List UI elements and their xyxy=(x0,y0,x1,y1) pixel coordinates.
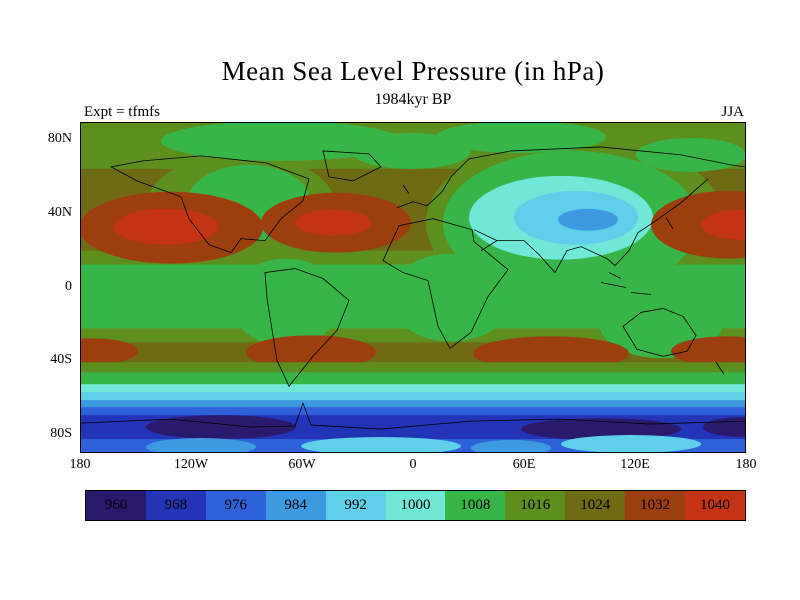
contour-map-svg xyxy=(81,123,745,452)
plot-title: Mean Sea Level Pressure (in hPa) xyxy=(221,56,605,86)
contour-fill-1032 xyxy=(671,336,745,367)
coastline xyxy=(600,272,652,295)
colorbar-label: 1040 xyxy=(700,497,731,513)
colorbar-label: 1032 xyxy=(640,497,671,513)
coastline xyxy=(264,268,350,387)
colorbar-segment-1032: 1032 xyxy=(625,491,686,520)
colorbar-segment-1000: 1000 xyxy=(385,491,446,520)
contour-fill-1040 xyxy=(114,208,218,245)
colorbar-label: 984 xyxy=(284,497,307,513)
pressure-map xyxy=(80,122,746,453)
coastline xyxy=(396,158,470,209)
lon-tick-label: 180 xyxy=(735,457,757,472)
contour-fill-1008 xyxy=(161,123,401,161)
contour-fill-984 xyxy=(471,440,551,452)
contour-fill-1008 xyxy=(636,137,745,172)
coastline xyxy=(715,362,725,375)
colorbar-segment-968: 968 xyxy=(145,491,206,520)
colorbar-label: 960 xyxy=(104,497,128,513)
lon-tick-label: 180 xyxy=(69,457,91,472)
lat-tick-label: 80N xyxy=(47,131,72,147)
colorbar-segment-960: 960 xyxy=(86,491,146,520)
colorbar-segment-1040: 1040 xyxy=(685,491,745,520)
contour-fill-992 xyxy=(301,437,461,452)
colorbar-label: 976 xyxy=(224,497,248,513)
lat-tick-label: 80S xyxy=(50,425,72,441)
contour-fill-1032 xyxy=(473,336,629,371)
colorbar-label: 992 xyxy=(344,497,367,513)
colorbar-segment-1024: 1024 xyxy=(565,491,626,520)
colorbar-segment-992: 992 xyxy=(325,491,386,520)
lon-tick-label: 120W xyxy=(173,457,209,472)
contour-fill-1040 xyxy=(701,209,745,240)
contour-fill-1008 xyxy=(436,123,606,153)
contour-fill-1000 xyxy=(81,384,745,396)
coastline xyxy=(480,178,709,274)
coastline xyxy=(81,401,745,430)
coastline xyxy=(665,217,674,229)
colorbar-label: 1000 xyxy=(400,497,431,513)
lon-tick-label: 120E xyxy=(620,457,650,472)
coastline xyxy=(382,218,509,349)
contour-fill-1032 xyxy=(81,338,138,365)
contour-fill-1040 xyxy=(295,209,371,236)
coastline xyxy=(402,184,410,195)
contour-fill-992 xyxy=(561,435,701,452)
plot-subtitle: 1984kyr BP xyxy=(374,91,452,108)
contour-fill-992 xyxy=(81,392,745,404)
coastline xyxy=(622,308,697,357)
lat-tick-label: 0 xyxy=(65,278,72,294)
contour-fill-984 xyxy=(146,438,256,452)
colorbar-label: 1008 xyxy=(460,497,491,513)
colorbar-segment-1008: 1008 xyxy=(445,491,506,520)
contour-fill-984 xyxy=(558,208,618,231)
contour-fill-1008 xyxy=(231,258,341,347)
colorbar: 960 968 976 984 992 1000 1008 1016 1024 1032 1040 xyxy=(85,490,746,521)
coastline xyxy=(473,229,498,242)
colorbar-label: 1024 xyxy=(580,497,611,513)
season-label: JJA xyxy=(721,104,744,120)
contour-fill-1032 xyxy=(246,335,376,370)
coastline xyxy=(468,146,745,168)
lon-tick-label: 60E xyxy=(512,457,536,472)
contour-fill-1008 xyxy=(81,372,745,388)
lat-tick-label: 40N xyxy=(47,204,72,220)
contour-fill-984 xyxy=(81,400,745,412)
colorbar-label: 968 xyxy=(164,497,188,513)
contour-fill-960 xyxy=(146,415,296,440)
experiment-label: Expt = tfmfs xyxy=(84,104,160,120)
colorbar-segment-976: 976 xyxy=(205,491,266,520)
lon-tick-label: 0 xyxy=(409,457,417,472)
coastline xyxy=(109,155,310,254)
colorbar-segment-984: 984 xyxy=(265,491,326,520)
contour-fill-1008 xyxy=(389,253,513,342)
lon-tick-label: 60W xyxy=(288,457,316,472)
colorbar-segment-1016: 1016 xyxy=(505,491,566,520)
colorbar-label: 1016 xyxy=(520,497,551,513)
lat-tick-label: 40S xyxy=(50,352,72,368)
coastline xyxy=(322,150,382,182)
